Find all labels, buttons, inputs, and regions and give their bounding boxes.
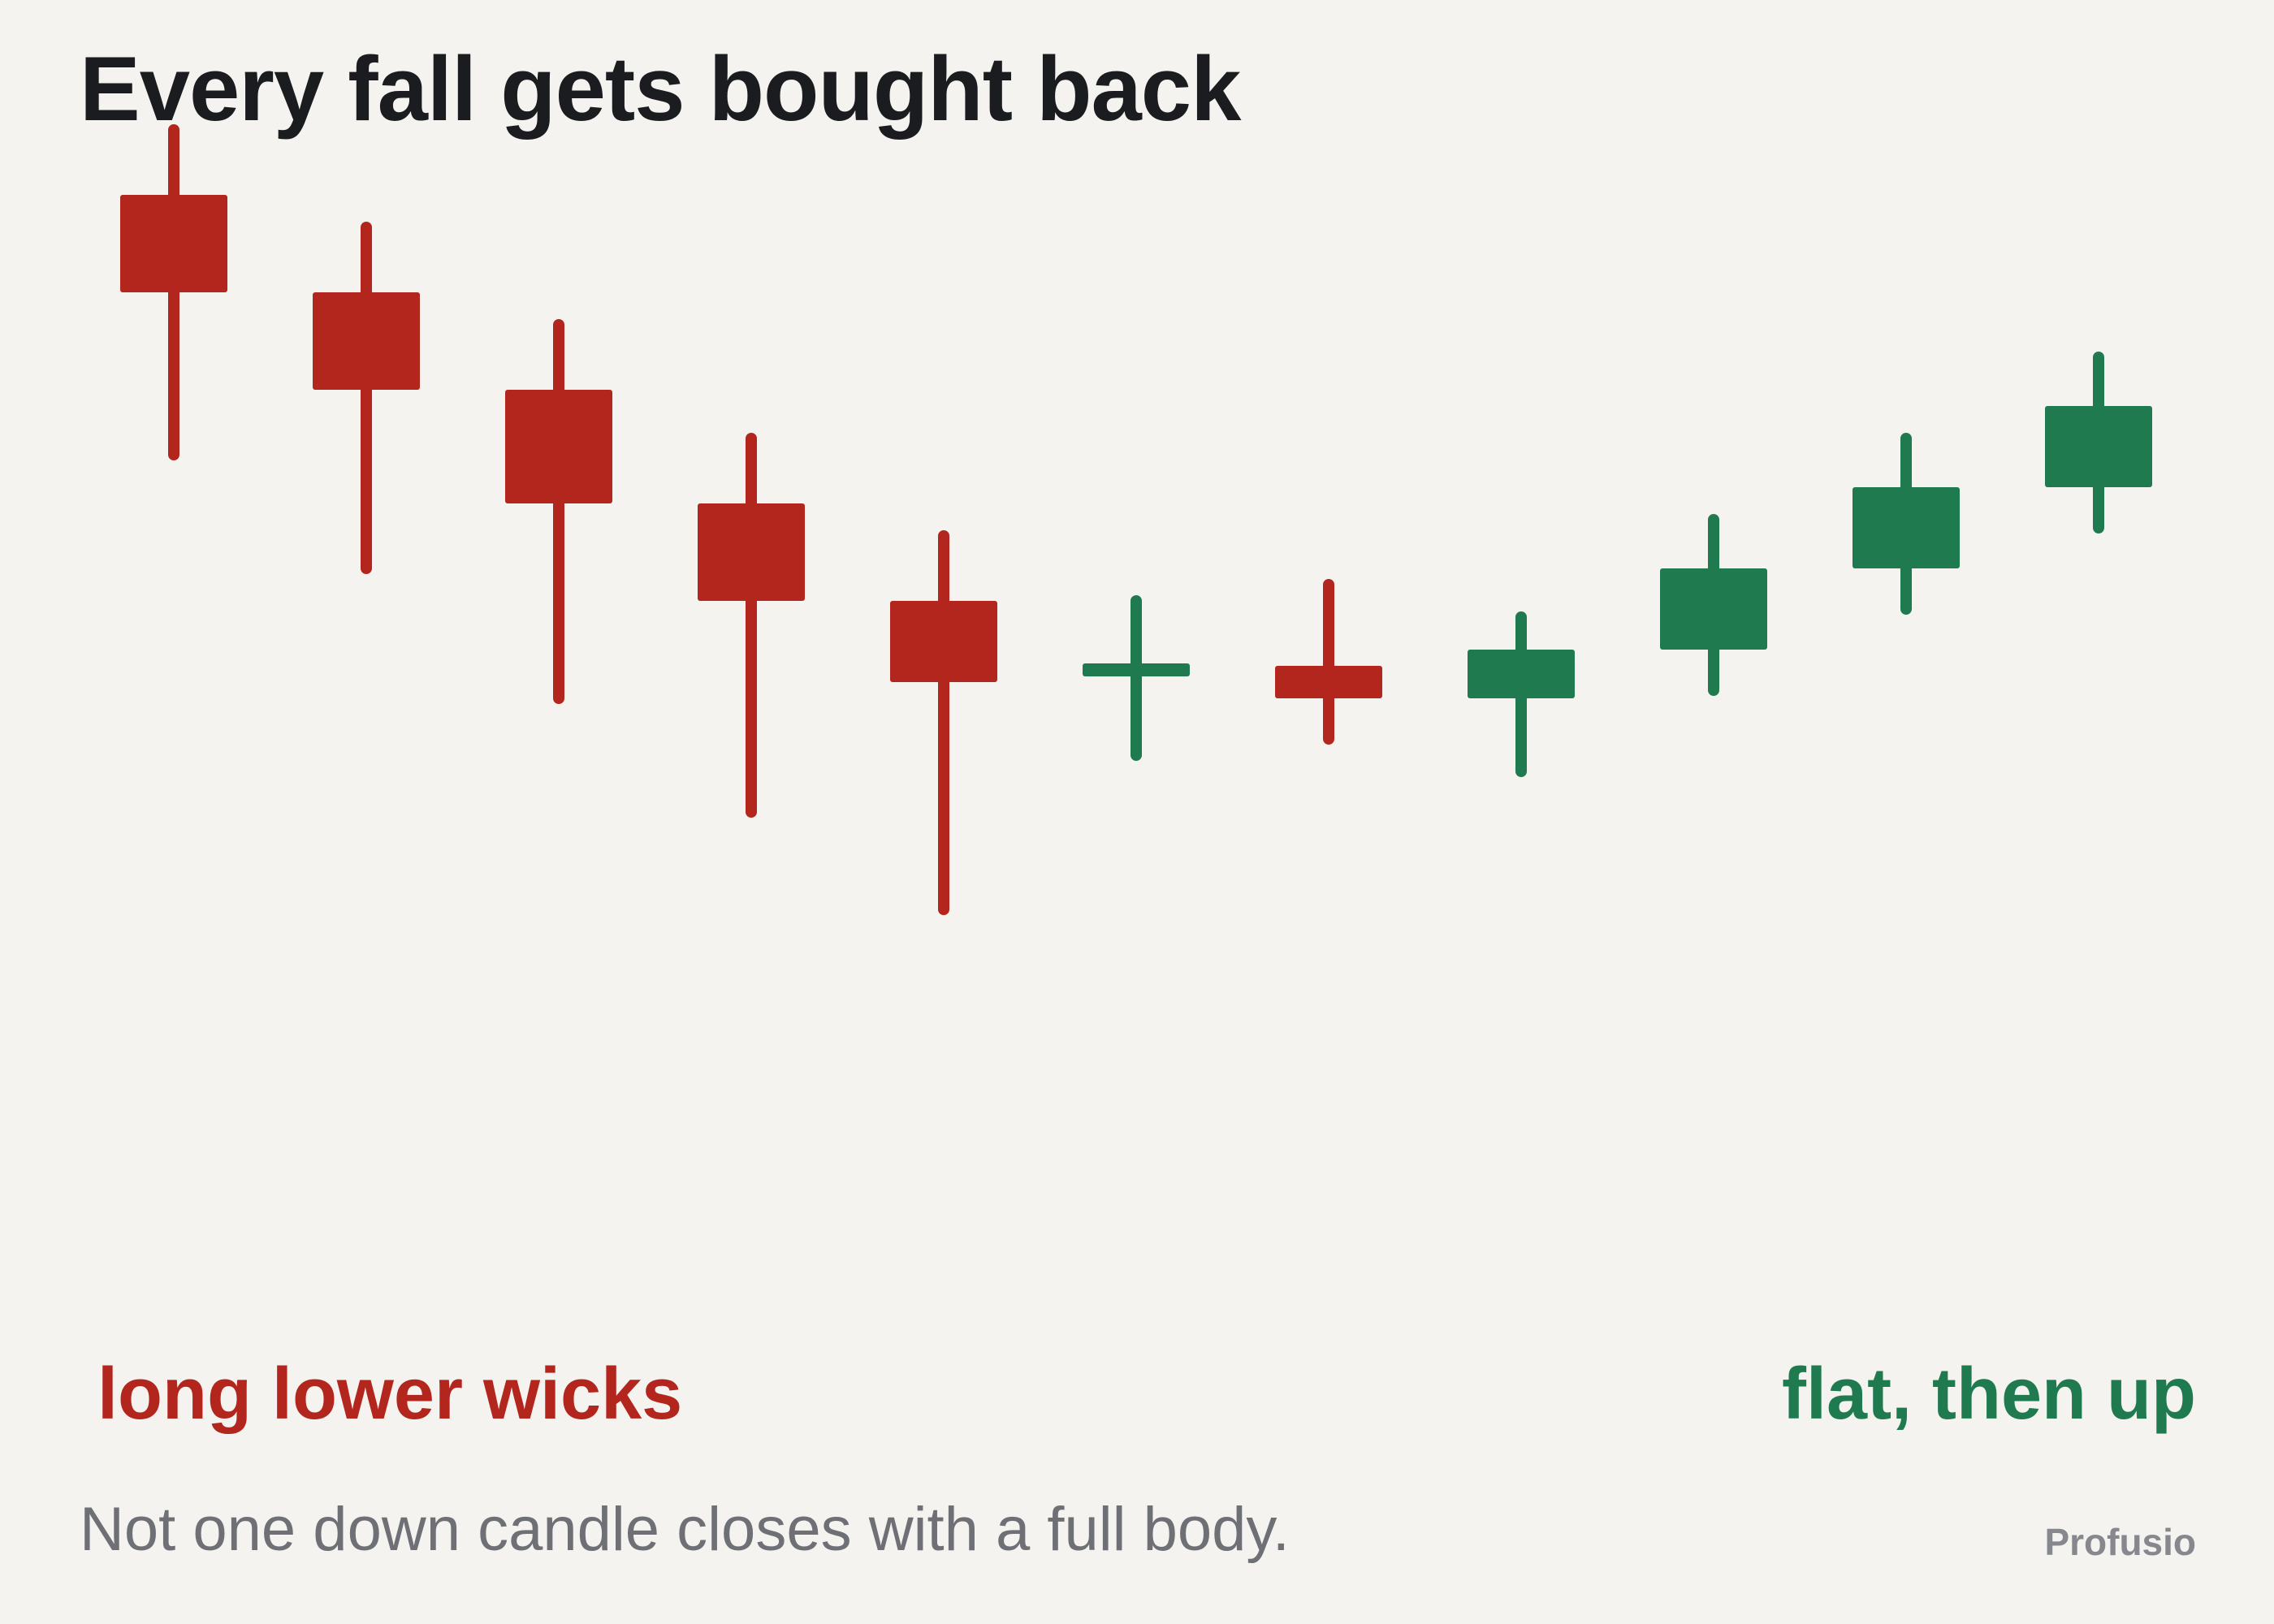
candle-body [505,390,612,503]
candle-4 [698,433,805,818]
candle-body [2045,406,2152,487]
annotation-long-lower-wicks: long lower wicks [97,1354,683,1435]
brand-logo-text: Profusio [2044,1521,2196,1563]
candle-3 [505,319,612,704]
candle-body [313,292,420,390]
candle-body [1852,487,1960,568]
candle-6 [1083,595,1190,761]
candle-9 [1660,514,1767,696]
candle-11 [2045,352,2152,533]
candle-10 [1852,433,1960,615]
candle-body [1275,666,1382,698]
candle-7 [1275,579,1382,745]
candle-body [890,601,997,682]
candle-body [1468,650,1575,698]
candle-8 [1468,611,1575,777]
candle-body [1083,663,1190,676]
candle-body [120,195,227,292]
candle-body [1660,568,1767,650]
chart-title: Every fall gets bought back [80,38,1241,140]
candle-2 [313,222,420,574]
candle-body [698,503,805,601]
candle-5 [890,530,997,915]
chart-subtitle: Not one down candle closes with a full b… [80,1495,1290,1564]
annotation-flat-then-up: flat, then up [1782,1354,2196,1435]
candle-1 [120,124,227,460]
